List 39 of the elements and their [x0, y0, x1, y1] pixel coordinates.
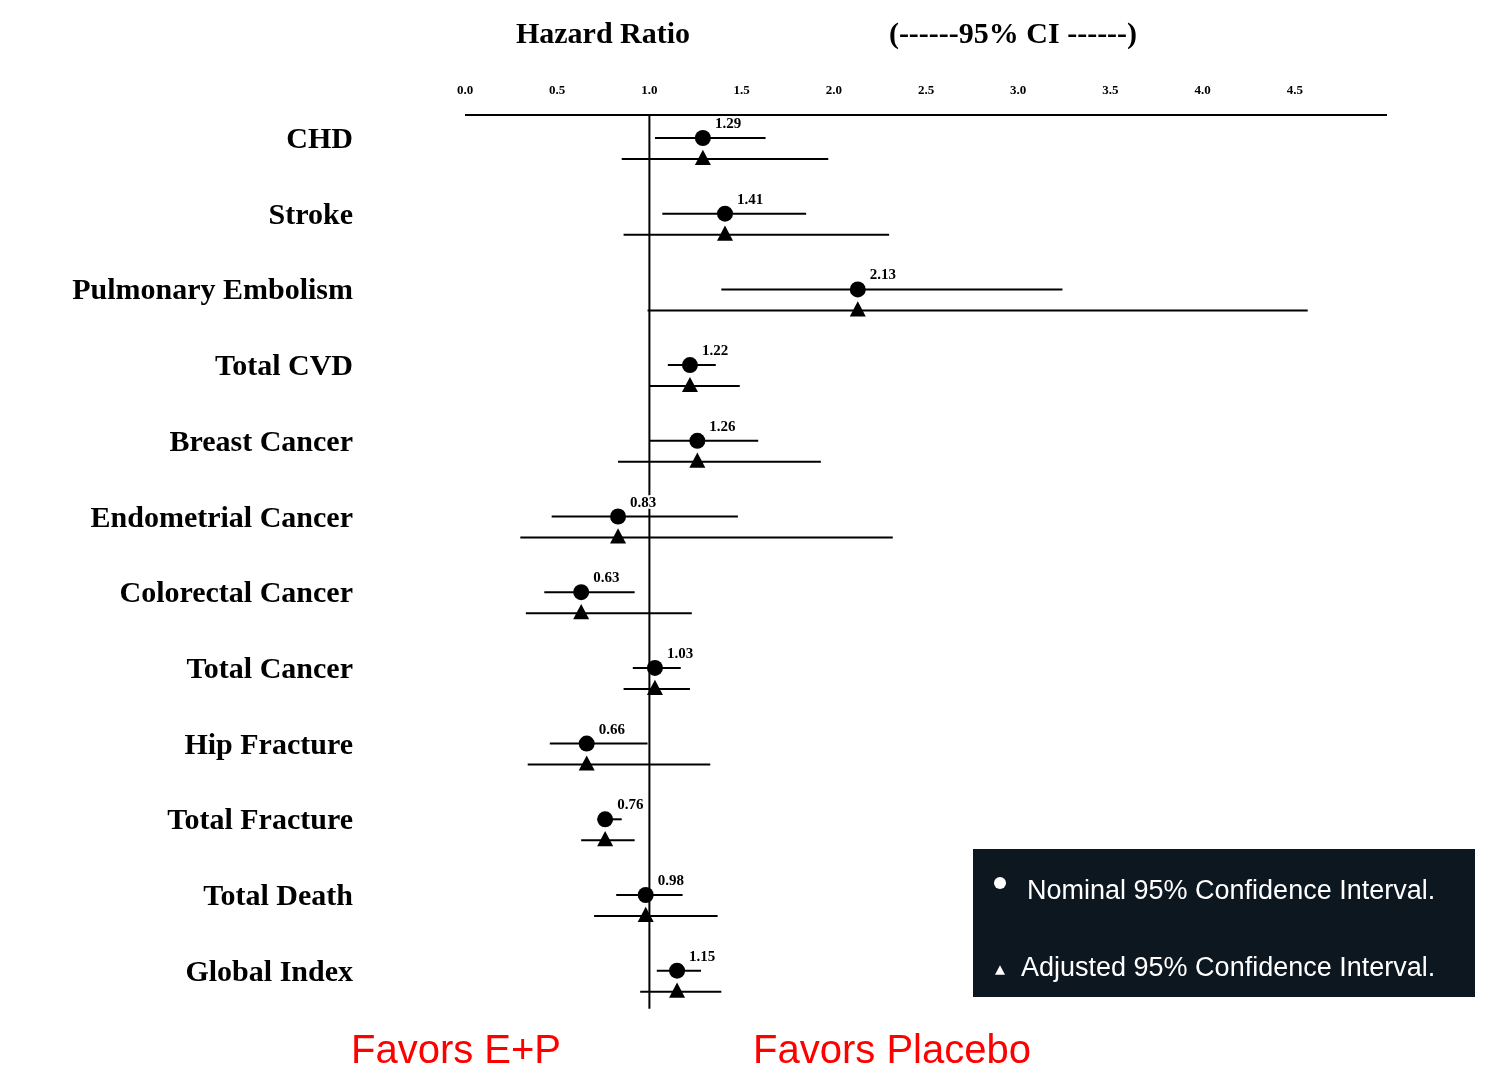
- chart-title: Hazard Ratio: [515, 16, 691, 49]
- y-tick-label: Breast Cancer: [169, 423, 353, 457]
- x-tick-label: 1.0: [641, 82, 658, 97]
- x-tick-label: 2.0: [825, 82, 842, 97]
- x-tick-label: 3.5: [1102, 82, 1120, 97]
- text: Favors E+P: [350, 1027, 562, 1071]
- y-tick-label: Total Death: [203, 878, 354, 911]
- x-tick-label: 0.5: [549, 82, 566, 97]
- y-tick-label: Pulmonary Embolism: [72, 272, 353, 306]
- y-tick-label: CHD: [286, 121, 353, 154]
- data-label: 1.15: [689, 947, 716, 964]
- data-label: 1.29: [714, 115, 742, 131]
- data-label: 1.41: [737, 190, 764, 207]
- y-tick-label: Total CVD: [214, 348, 353, 382]
- data-label: 1.26: [709, 417, 737, 434]
- data-label: 0.76: [617, 796, 644, 813]
- x-tick-label: 1.5: [733, 82, 751, 97]
- x-tick-label: 4.5: [1286, 82, 1304, 97]
- chart-subtitle: (------95% CI ------): [888, 16, 1138, 50]
- data-label: 0.98: [657, 872, 684, 888]
- data-label: 0.66: [598, 720, 626, 737]
- y-tick-label: Global Index: [185, 953, 353, 987]
- y-tick-label: Stroke: [268, 196, 353, 230]
- x-tick-label: 4.0: [1194, 82, 1211, 97]
- text: Adjusted 95% Confidence Interval.: [1021, 952, 1436, 982]
- y-tick-label: Total Cancer: [186, 650, 353, 684]
- data-label: 1.03: [666, 644, 694, 661]
- x-tick-label: 3.0: [1010, 82, 1027, 97]
- y-tick-label: Colorectal Cancer: [119, 575, 353, 609]
- data-label: 1.22: [701, 342, 729, 359]
- data-label: 0.63: [593, 569, 620, 586]
- x-tick-label: 2.5: [917, 82, 935, 97]
- text: Favors Placebo: [753, 1027, 1031, 1071]
- text: Nominal 95% Confidence Interval.: [1027, 875, 1436, 905]
- data-label: 2.13: [869, 266, 897, 283]
- y-tick-label: Hip Fracture: [184, 726, 353, 760]
- y-tick-label: Endometrial Cancer: [90, 499, 353, 533]
- x-tick-label: 0.0: [456, 82, 474, 97]
- y-tick-label: Total Fracture: [167, 802, 353, 836]
